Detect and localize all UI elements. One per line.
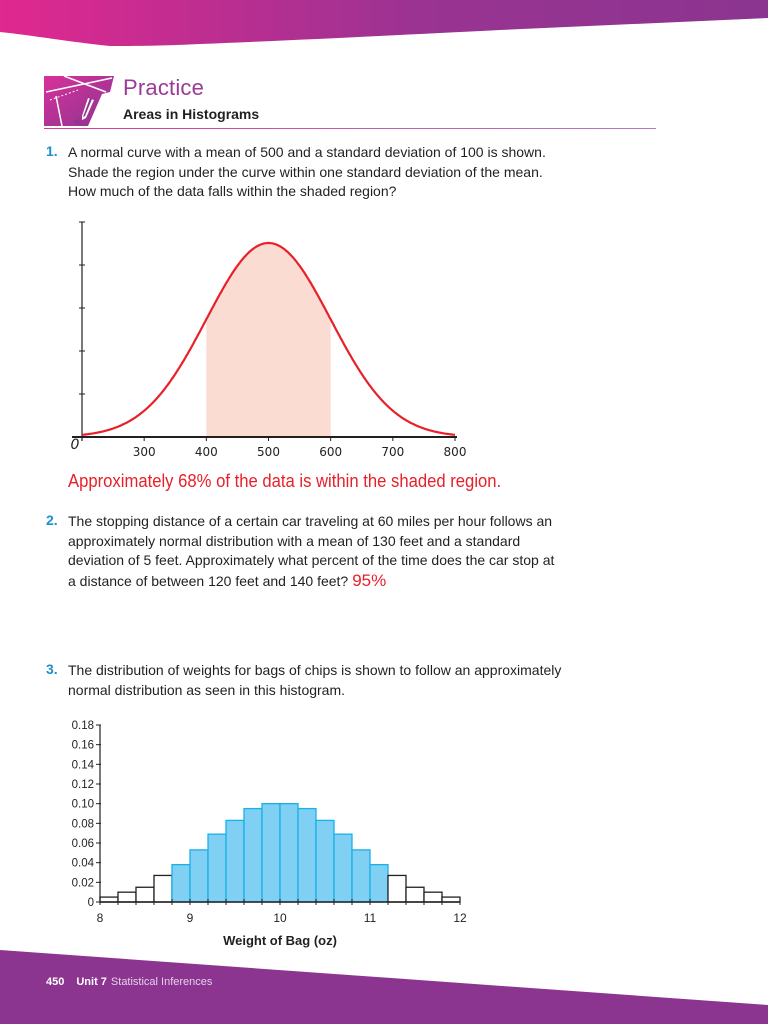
unit-label: Unit 7 xyxy=(76,976,107,988)
chart-axes xyxy=(72,221,457,441)
histogram-bar xyxy=(261,803,281,903)
histogram-bars xyxy=(99,803,461,903)
y-tick-label: 0.04 xyxy=(72,858,95,870)
x-tick-label: 8 xyxy=(97,911,104,925)
y-tick-label: 0.08 xyxy=(72,818,94,830)
histogram-bar xyxy=(153,874,173,903)
histogram-bar xyxy=(225,819,245,903)
histogram-bar xyxy=(351,849,371,903)
histogram-bar xyxy=(369,863,389,903)
histogram-bar xyxy=(171,863,191,903)
histogram-bar xyxy=(315,819,335,903)
unit-name: Statistical Inferences xyxy=(110,976,213,988)
question-number: 2. xyxy=(46,512,58,528)
histogram-bar xyxy=(423,891,443,903)
normal-curve-chart: 300 400 500 600 700 800 0 xyxy=(71,221,467,459)
histogram-bar xyxy=(297,807,317,903)
histogram-bar xyxy=(279,803,299,903)
question-text: The distribution of weights for bags of … xyxy=(68,662,562,698)
histogram-bar xyxy=(117,891,137,903)
x-tick-label: 11 xyxy=(364,911,377,925)
question-3: 3. The distribution of weights for bags … xyxy=(46,661,566,700)
histogram-bar xyxy=(207,833,227,903)
answer-1: Approximately 68% of the data is within … xyxy=(68,470,502,491)
x-axis-label: Weight of Bag (oz) xyxy=(223,933,337,948)
x-tick-label: 400 xyxy=(195,445,218,459)
x-tick-label: 10 xyxy=(273,911,287,925)
tick-labels: 0 0.02 0.04 0.06 0.08 0.10 0.12 0.14 0.16 0.18 8 9 1… xyxy=(72,720,467,925)
y-tick-label: 0.02 xyxy=(72,877,94,889)
normal-curve xyxy=(81,241,456,436)
y-tick-label: 0.10 xyxy=(72,799,94,811)
x-tick-label: 600 xyxy=(319,445,342,459)
x-tick-label: 800 xyxy=(444,445,467,459)
x-tick-labels: 300 400 500 600 700 800 0 xyxy=(71,437,467,459)
question-1: 1. A normal curve with a mean of 500 and… xyxy=(46,143,566,202)
histogram-bar xyxy=(387,874,407,903)
shaded-area xyxy=(206,243,331,437)
histogram-bar xyxy=(405,886,425,903)
section-title: Practice xyxy=(123,75,205,100)
y-tick-label: 0.12 xyxy=(72,779,94,791)
chart-axes xyxy=(96,724,461,905)
x-tick-label: 500 xyxy=(257,445,280,459)
question-text: A normal curve with a mean of 500 and a … xyxy=(68,144,546,199)
y-tick-label: 0.06 xyxy=(72,838,94,850)
y-tick-label: 0.16 xyxy=(72,740,94,752)
histogram-bar xyxy=(333,833,353,903)
question-text: The stopping distance of a certain car t… xyxy=(68,513,555,590)
page-number: 450 xyxy=(46,976,65,988)
histogram-bar xyxy=(189,849,209,903)
origin-label: 0 xyxy=(71,437,80,453)
x-tick-label: 300 xyxy=(133,445,156,459)
header-band xyxy=(0,0,768,46)
answer-2: 95% xyxy=(352,570,387,590)
x-tick-label: 9 xyxy=(187,911,194,925)
histogram-bar xyxy=(135,886,155,903)
title-divider xyxy=(44,128,656,129)
question-number: 1. xyxy=(46,143,58,159)
x-tick-label: 700 xyxy=(381,445,404,459)
question-number: 3. xyxy=(46,661,58,677)
x-tick-label: 12 xyxy=(453,911,467,925)
practice-pencil-icon xyxy=(44,76,114,126)
lesson-title: Areas in Histograms xyxy=(123,106,260,122)
y-tick-label: 0.18 xyxy=(72,720,94,732)
histogram-bar xyxy=(243,807,263,903)
shaded-region xyxy=(206,243,331,437)
question-2: 2. The stopping distance of a certain ca… xyxy=(46,512,566,591)
weight-histogram: 0 0.02 0.04 0.06 0.08 0.10 0.12 0.14 0.16 0.18 8 9 1… xyxy=(72,720,467,948)
footer-band xyxy=(0,950,768,1024)
y-tick-label: 0 xyxy=(88,897,94,909)
y-tick-label: 0.14 xyxy=(72,759,95,771)
page-footer: 450 Unit 7 Statistical Inferences xyxy=(46,976,212,988)
